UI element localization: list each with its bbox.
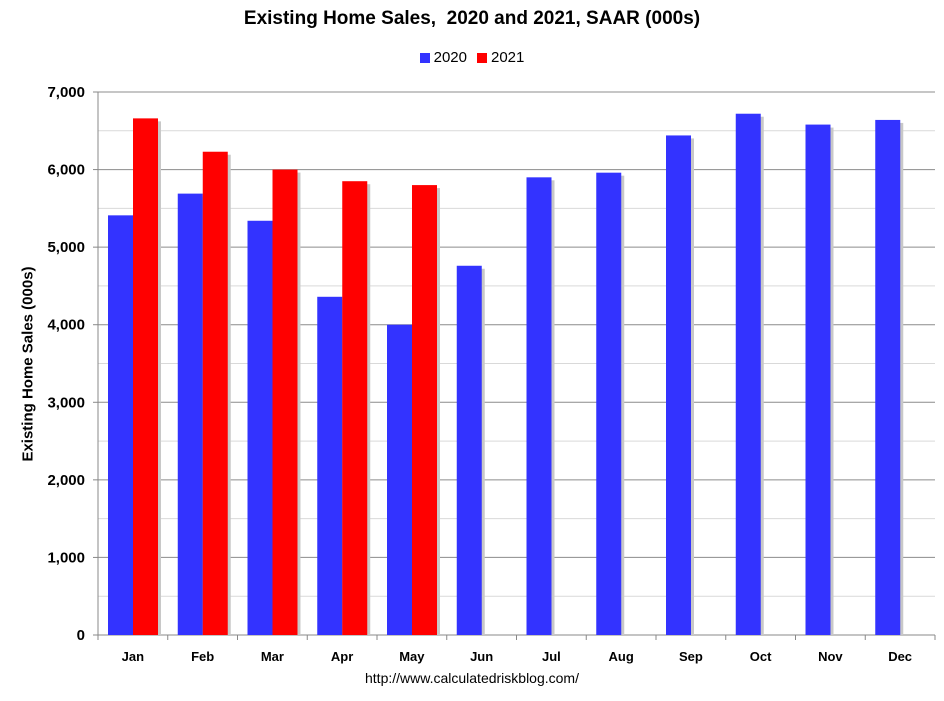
x-tick-label: Apr — [331, 649, 353, 664]
bar-2020-Sep — [666, 135, 691, 635]
bar-2020-Mar — [247, 220, 273, 636]
x-tick-label: Feb — [191, 649, 214, 664]
y-tick-label: 2,000 — [47, 472, 85, 489]
legend-swatch-2021 — [477, 52, 487, 63]
bar-2020-Nov — [805, 124, 831, 635]
x-tick-label: Jan — [122, 649, 144, 664]
bar-2020-Jan — [108, 215, 133, 636]
y-tick-label: 7,000 — [47, 84, 85, 101]
y-tick-label: 4,000 — [47, 317, 85, 334]
chart-title: Existing Home Sales, 2020 and 2021, SAAR… — [243, 8, 701, 29]
x-tick-label: Nov — [818, 649, 843, 664]
bar-2020-Jun — [456, 265, 482, 635]
legend: 2020 2021 — [0, 49, 944, 66]
x-tick-label: May — [399, 649, 425, 664]
x-tick-label: Sep — [679, 649, 703, 664]
x-tick-label: Jun — [470, 649, 493, 664]
legend-label-2020: 2020 — [433, 49, 467, 66]
bar-2020-Oct — [735, 113, 761, 636]
y-tick-label: 1,000 — [47, 549, 85, 566]
source-url: http://www.calculatedriskblog.com/ — [365, 670, 579, 686]
bar-2020-Jul — [526, 177, 552, 636]
bar-2020-Dec — [875, 119, 901, 635]
bar-2021-May — [412, 185, 437, 636]
x-tick-label: Jul — [542, 649, 561, 664]
x-tick-label: Aug — [608, 649, 633, 664]
x-tick-label: Mar — [261, 649, 284, 664]
y-tick-label: 5,000 — [47, 239, 85, 256]
legend-label-2021: 2021 — [491, 49, 525, 66]
bar-2021-Mar — [272, 169, 298, 636]
y-tick-label: 6,000 — [47, 162, 85, 179]
y-axis-label: Existing Home Sales (000s) — [19, 266, 37, 462]
legend-item-2021: 2021 — [477, 49, 524, 66]
bar-2021-Jan — [133, 118, 158, 636]
bar-2020-Apr — [317, 296, 343, 635]
legend-item-2020: 2020 — [419, 49, 467, 66]
x-tick-label: Oct — [750, 649, 772, 664]
y-tick-label: 0 — [77, 627, 85, 644]
bar-2021-Apr — [342, 181, 368, 635]
bar-2020-Feb — [177, 193, 203, 635]
bar-2021-Feb — [202, 151, 228, 636]
x-tick-label: Dec — [888, 649, 912, 664]
bar-2020-Aug — [596, 172, 622, 635]
legend-swatch-2020 — [419, 52, 430, 63]
y-tick-label: 3,000 — [47, 394, 85, 411]
bar-2020-May — [387, 324, 412, 635]
